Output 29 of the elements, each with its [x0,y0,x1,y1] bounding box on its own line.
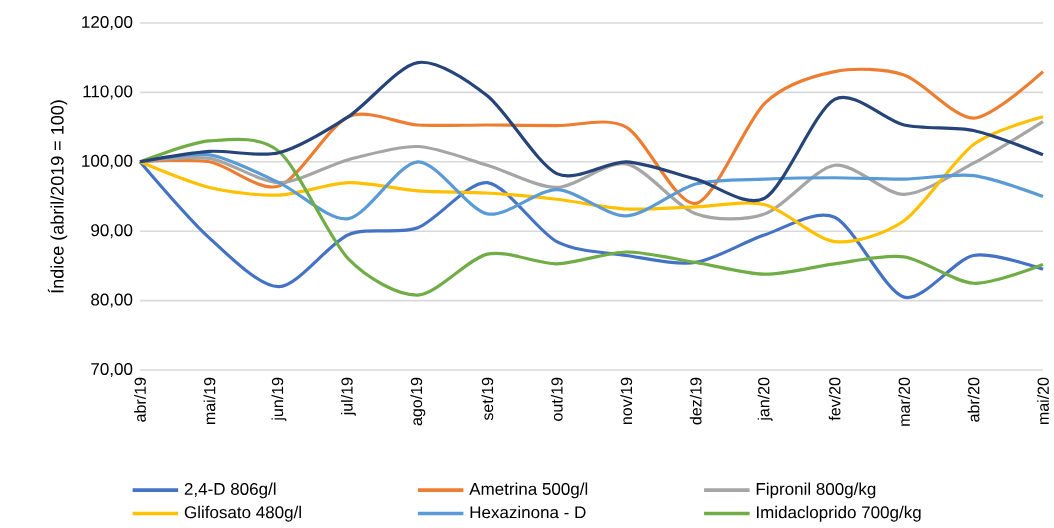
x-tick-label: mai/20 [1037,377,1049,425]
x-tick-label: abr/19 [134,377,146,422]
line-series [138,160,1045,299]
y-tick-label: 70,00 [91,362,133,377]
x-tick-label: jan/20 [757,377,773,422]
legend-label: Fipronil 800g/kg [756,482,876,499]
legend-label: Ametrina 500g/l [469,482,588,499]
line-series [138,115,1045,244]
y-tick-label: 80,00 [91,293,133,308]
x-tick-label: dez/19 [689,377,702,425]
legend-label: Imidacloprido 700g/kg [756,505,921,522]
x-tick-label: nov/19 [620,377,633,425]
y-tick-label: 90,00 [91,224,133,239]
y-tick-label: 100,00 [82,154,133,169]
x-tick-label: jun/19 [271,377,287,422]
legend-label: Hexazinona - D [470,505,586,519]
y-tick-label: 120,00 [82,15,133,30]
x-tick-label: fev/20 [828,377,841,421]
x-tick-label: out/19 [550,377,563,421]
x-tick-label: mar/20 [898,377,910,426]
x-tick-label: ago/19 [410,377,426,426]
legend-label: 2,4-D 806g/l [184,482,276,499]
y-tick-label: 110,00 [83,85,133,100]
legend-label: Glifosato 480g/l [184,505,301,522]
y-axis-title: Índice (abril/2019 = 100) [47,100,68,293]
x-tick-label: mai/19 [203,377,216,425]
x-tick-label: jul/19 [340,377,356,416]
x-tick-label: set/19 [481,377,494,421]
x-tick-label: abr/20 [967,377,980,422]
